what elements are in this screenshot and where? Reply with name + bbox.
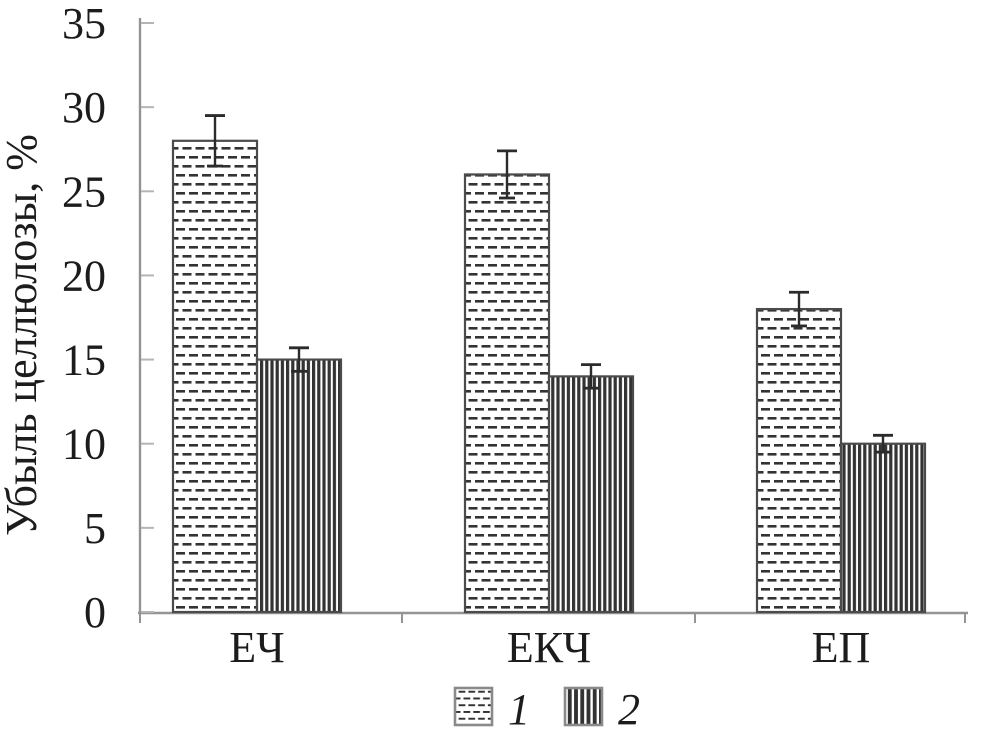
bar-ЕКЧ-series-2 — [547, 375, 635, 614]
bar-ЕП-series-2 — [839, 442, 927, 614]
y-tick-label: 20 — [62, 251, 106, 300]
error-bar-ЕЧ-series-1 — [205, 114, 225, 168]
x-category-label-ЕЧ: ЕЧ — [229, 623, 284, 672]
error-bars — [205, 114, 893, 454]
legend-label-2: 2 — [618, 685, 640, 730]
error-bar-ЕП-series-1 — [789, 290, 809, 328]
x-category-label-ЕП: ЕП — [812, 623, 871, 672]
x-category-label-ЕКЧ: ЕКЧ — [507, 623, 591, 672]
legend-swatch-1 — [453, 686, 494, 727]
legend-label-1: 1 — [508, 685, 530, 730]
bar-ЕКЧ-series-1 — [463, 173, 551, 614]
bars — [171, 139, 927, 614]
y-tick-label: 0 — [84, 588, 106, 637]
y-tick-label: 15 — [62, 336, 106, 385]
y-tick-label: 10 — [62, 420, 106, 469]
error-bar-ЕКЧ-series-1 — [497, 149, 517, 200]
y-tick-label: 25 — [62, 167, 106, 216]
bar-ЕЧ-series-1 — [171, 139, 259, 614]
y-tick-label: 35 — [62, 0, 106, 48]
y-axis-title: Убыль целлюлозы, % — [0, 134, 46, 536]
bar-ЕЧ-series-2 — [255, 358, 343, 614]
bar-ЕП-series-1 — [755, 307, 843, 614]
y-tick-label: 5 — [84, 504, 106, 553]
error-bar-ЕП-series-2 — [873, 433, 893, 454]
y-tick-label: 30 — [62, 83, 106, 132]
axes: 0 5 10 15 20 25 30 35 — [62, 0, 968, 637]
x-axis-labels: ЕЧ ЕКЧ ЕП — [229, 623, 870, 672]
error-bar-ЕКЧ-series-2 — [581, 363, 601, 390]
legend-swatch-2 — [563, 686, 604, 727]
error-bar-ЕЧ-series-2 — [289, 346, 309, 373]
